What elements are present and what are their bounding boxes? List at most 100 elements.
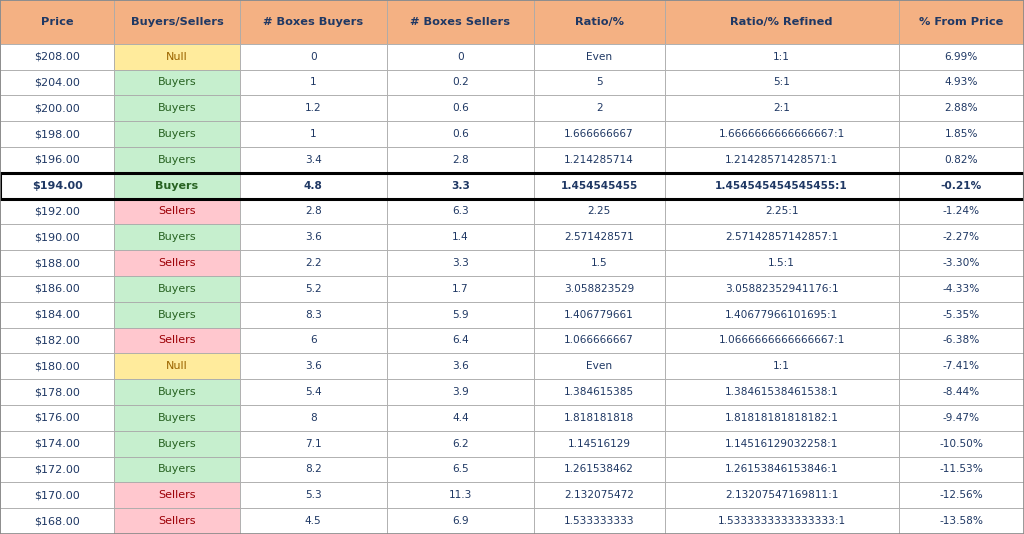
Bar: [387, 302, 534, 327]
Bar: [899, 147, 1024, 173]
Bar: [240, 250, 387, 276]
Bar: [665, 302, 899, 327]
Text: 8.3: 8.3: [305, 310, 322, 320]
Text: 6: 6: [310, 335, 316, 345]
Bar: [0, 457, 115, 482]
Text: $188.00: $188.00: [34, 258, 80, 268]
Text: 6.2: 6.2: [452, 439, 469, 449]
Bar: [0, 69, 115, 96]
Text: -3.30%: -3.30%: [943, 258, 980, 268]
Bar: [115, 508, 240, 534]
Bar: [665, 431, 899, 457]
Text: Null: Null: [166, 362, 187, 371]
Text: 1.818181818: 1.818181818: [564, 413, 634, 423]
Text: 2.8: 2.8: [452, 155, 469, 165]
Text: -11.53%: -11.53%: [939, 465, 983, 475]
Bar: [665, 250, 899, 276]
Text: Buyers: Buyers: [158, 387, 197, 397]
Bar: [665, 96, 899, 121]
Text: $174.00: $174.00: [34, 439, 80, 449]
Bar: [0, 379, 115, 405]
Text: Buyers: Buyers: [158, 465, 197, 475]
Bar: [0, 96, 115, 121]
Bar: [534, 508, 665, 534]
Text: $194.00: $194.00: [32, 180, 83, 191]
Bar: [665, 276, 899, 302]
Bar: [115, 44, 240, 69]
Text: 0: 0: [310, 52, 316, 62]
Text: 1.6666666666666667:1: 1.6666666666666667:1: [719, 129, 845, 139]
Text: Buyers/Sellers: Buyers/Sellers: [131, 17, 223, 27]
Bar: [899, 121, 1024, 147]
Bar: [0, 354, 115, 379]
Text: 5.3: 5.3: [305, 490, 322, 500]
Text: 1.261538462: 1.261538462: [564, 465, 634, 475]
Bar: [387, 276, 534, 302]
Text: Price: Price: [41, 17, 74, 27]
Bar: [115, 431, 240, 457]
Bar: [387, 147, 534, 173]
Bar: [534, 224, 665, 250]
Text: 3.3: 3.3: [451, 180, 470, 191]
Bar: [240, 199, 387, 224]
Text: 5: 5: [596, 77, 602, 88]
Bar: [534, 44, 665, 69]
Bar: [240, 96, 387, 121]
Text: Sellers: Sellers: [159, 516, 196, 526]
Text: 2.88%: 2.88%: [944, 103, 978, 113]
Bar: [899, 327, 1024, 354]
Text: 6.99%: 6.99%: [945, 52, 978, 62]
Bar: [240, 0, 387, 44]
Text: Buyers: Buyers: [156, 180, 199, 191]
Text: 1.066666667: 1.066666667: [564, 335, 634, 345]
Text: -8.44%: -8.44%: [943, 387, 980, 397]
Text: $198.00: $198.00: [34, 129, 80, 139]
Text: 3.05882352941176:1: 3.05882352941176:1: [725, 284, 839, 294]
Text: 6.4: 6.4: [452, 335, 469, 345]
Bar: [0, 405, 115, 431]
Text: 3.9: 3.9: [452, 387, 469, 397]
Bar: [899, 199, 1024, 224]
Text: Buyers: Buyers: [158, 232, 197, 242]
Bar: [899, 354, 1024, 379]
Text: Ratio/% Refined: Ratio/% Refined: [730, 17, 833, 27]
Text: 3.6: 3.6: [452, 362, 469, 371]
Text: 8: 8: [310, 413, 316, 423]
Bar: [387, 431, 534, 457]
Bar: [0, 224, 115, 250]
Text: -13.58%: -13.58%: [939, 516, 983, 526]
Text: Buyers: Buyers: [158, 310, 197, 320]
Text: 1.5333333333333333:1: 1.5333333333333333:1: [718, 516, 846, 526]
Text: -4.33%: -4.33%: [943, 284, 980, 294]
Bar: [240, 405, 387, 431]
Text: $176.00: $176.00: [35, 413, 80, 423]
Text: 3.6: 3.6: [305, 362, 322, 371]
Bar: [115, 327, 240, 354]
Bar: [0, 199, 115, 224]
Bar: [534, 327, 665, 354]
Text: 11.3: 11.3: [449, 490, 472, 500]
Bar: [387, 405, 534, 431]
Text: -12.56%: -12.56%: [939, 490, 983, 500]
Text: Buyers: Buyers: [158, 413, 197, 423]
Bar: [534, 431, 665, 457]
Text: 1.214285714: 1.214285714: [564, 155, 634, 165]
Bar: [665, 327, 899, 354]
Text: Sellers: Sellers: [159, 258, 196, 268]
Bar: [899, 405, 1024, 431]
Bar: [0, 121, 115, 147]
Bar: [387, 173, 534, 199]
Bar: [115, 224, 240, 250]
Bar: [0, 173, 115, 199]
Text: 1.38461538461538:1: 1.38461538461538:1: [725, 387, 839, 397]
Text: Even: Even: [586, 362, 612, 371]
Text: 5:1: 5:1: [773, 77, 791, 88]
Text: 1.14516129: 1.14516129: [567, 439, 631, 449]
Text: 6.9: 6.9: [452, 516, 469, 526]
Bar: [115, 379, 240, 405]
Text: $172.00: $172.00: [34, 465, 80, 475]
Text: $196.00: $196.00: [35, 155, 80, 165]
Bar: [240, 224, 387, 250]
Text: 2.25: 2.25: [588, 207, 610, 216]
Text: 2.2: 2.2: [305, 258, 322, 268]
